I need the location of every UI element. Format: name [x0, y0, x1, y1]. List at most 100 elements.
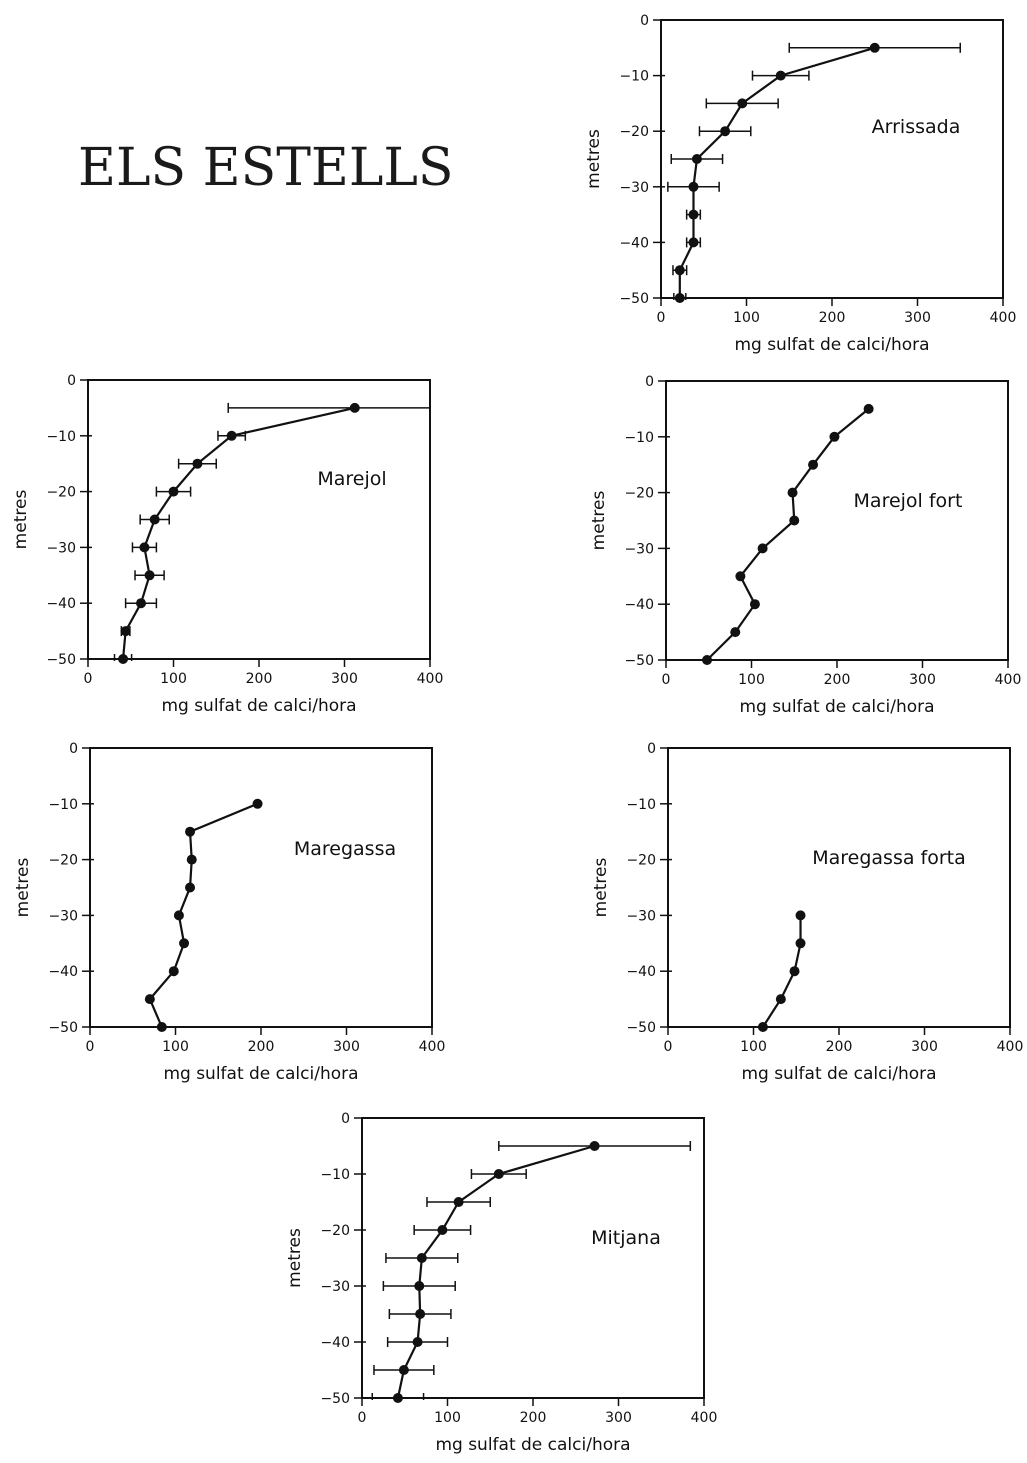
- chart-4: 0 −10 −20 −30 −40 −50 0 100 200 300 400 mg sulfat d…: [591, 741, 1023, 1084]
- y-tick-label: −10: [320, 1167, 350, 1183]
- y-tick-label: −50: [48, 1020, 78, 1036]
- data-point: [149, 514, 160, 525]
- series-line: [678, 46, 876, 298]
- data-point: [398, 1365, 409, 1375]
- x-tick-label: 100: [738, 672, 765, 688]
- y-tick-label: −40: [624, 597, 654, 613]
- error-bars: [667, 42, 961, 300]
- data-point: [795, 910, 806, 921]
- data-point: [795, 938, 806, 949]
- plot-frame: [87, 379, 431, 660]
- chart-0: 0 −10 −20 −30 −40 −50 0 100 200 300 400 mg sulfat d…: [584, 13, 1016, 355]
- plot-frame: [667, 747, 1011, 1028]
- y-tick-label: −50: [619, 291, 649, 307]
- chart-5: 0 −10 −20 −30 −40 −50 0 100 200 300 400 mg sulfat d…: [285, 1111, 717, 1455]
- y-tick-label: 0: [67, 373, 76, 389]
- x-tick-label: 200: [248, 1039, 275, 1055]
- data-point: [691, 154, 702, 164]
- data-point: [437, 1225, 448, 1235]
- x-tick-label: 0: [86, 1039, 95, 1055]
- data-point: [493, 1169, 504, 1179]
- x-tick-label: 100: [740, 1039, 767, 1055]
- x-axis-label: mg sulfat de calci/hora: [435, 1435, 630, 1455]
- data-point: [120, 626, 131, 637]
- data-point: [173, 910, 184, 921]
- data-point: [789, 515, 800, 526]
- y-axis-label: metres: [589, 491, 609, 551]
- y-tick-label: −50: [626, 1020, 656, 1036]
- y-tick-label: −50: [320, 1391, 350, 1407]
- y-axis-label: metres: [591, 858, 611, 918]
- x-tick-label: 200: [246, 671, 273, 687]
- chart-title: Arrissada: [872, 116, 961, 138]
- data-point: [144, 570, 155, 581]
- data-point: [414, 1281, 425, 1291]
- data-point: [688, 237, 699, 248]
- x-tick-label: 0: [84, 671, 93, 687]
- data-point: [144, 994, 155, 1005]
- y-axis-label: metres: [285, 1228, 305, 1288]
- y-tick-label: 0: [341, 1111, 350, 1127]
- x-tick-label: 200: [824, 672, 851, 688]
- data-point: [775, 70, 786, 81]
- series-line: [396, 1144, 595, 1399]
- data-point: [757, 1022, 768, 1032]
- chart-3: 0 −10 −20 −30 −40 −50 0 100 200 300 400 mg sulfat d…: [13, 741, 445, 1084]
- data-point: [179, 938, 190, 949]
- x-tick-label: 0: [662, 672, 671, 688]
- data-point: [186, 854, 197, 865]
- y-tick-label: −20: [46, 485, 76, 501]
- x-tick-label: 200: [819, 310, 846, 326]
- x-tick-label: 100: [434, 1410, 461, 1426]
- y-tick-label: −10: [626, 797, 656, 813]
- x-axis-label: mg sulfat de calci/hora: [741, 1064, 936, 1084]
- x-tick-label: 100: [162, 1039, 189, 1055]
- x-tick-label: 400: [990, 310, 1017, 326]
- y-tick-label: −40: [320, 1335, 350, 1351]
- x-tick-label: 0: [358, 1410, 367, 1426]
- y-tick-label: −40: [48, 964, 78, 980]
- x-axis-label: mg sulfat de calci/hora: [734, 335, 929, 355]
- y-tick-label: −30: [48, 908, 78, 924]
- data-point: [392, 1393, 403, 1403]
- y-tick-label: −20: [48, 853, 78, 869]
- data-point: [735, 571, 746, 582]
- y-axis-label: metres: [13, 858, 33, 918]
- y-tick-label: −40: [619, 235, 649, 251]
- data-point: [674, 265, 685, 276]
- data-point: [168, 486, 179, 497]
- series-line: [706, 408, 870, 661]
- data-point: [757, 543, 768, 554]
- data-point: [737, 98, 748, 109]
- data-point: [787, 487, 798, 498]
- data-point: [674, 293, 685, 303]
- x-tick-label: 100: [160, 671, 187, 687]
- x-tick-label: 400: [995, 672, 1022, 688]
- x-tick-label: 100: [733, 310, 760, 326]
- data-point: [720, 126, 731, 137]
- chart-title: Maregassa: [294, 838, 396, 860]
- y-tick-label: −10: [624, 430, 654, 446]
- chart-title: Marejol fort: [854, 490, 963, 512]
- y-tick-label: −30: [46, 540, 76, 556]
- data-point: [688, 181, 699, 192]
- data-point: [749, 599, 760, 610]
- data-point: [863, 403, 874, 414]
- page-title: ELS ESTELLS: [78, 138, 454, 198]
- data-point: [349, 402, 360, 413]
- data-point: [829, 431, 840, 442]
- series-line: [148, 802, 258, 1028]
- x-tick-label: 0: [657, 310, 666, 326]
- data-point: [415, 1309, 426, 1319]
- y-tick-label: −40: [46, 596, 76, 612]
- data-point: [252, 798, 263, 809]
- y-tick-label: −30: [626, 908, 656, 924]
- data-point: [139, 542, 150, 553]
- x-tick-label: 300: [605, 1410, 632, 1426]
- y-tick-label: 0: [69, 741, 78, 757]
- y-axis-label: metres: [11, 490, 31, 550]
- x-tick-label: 300: [911, 1039, 938, 1055]
- data-point: [453, 1197, 464, 1207]
- data-point: [702, 655, 713, 665]
